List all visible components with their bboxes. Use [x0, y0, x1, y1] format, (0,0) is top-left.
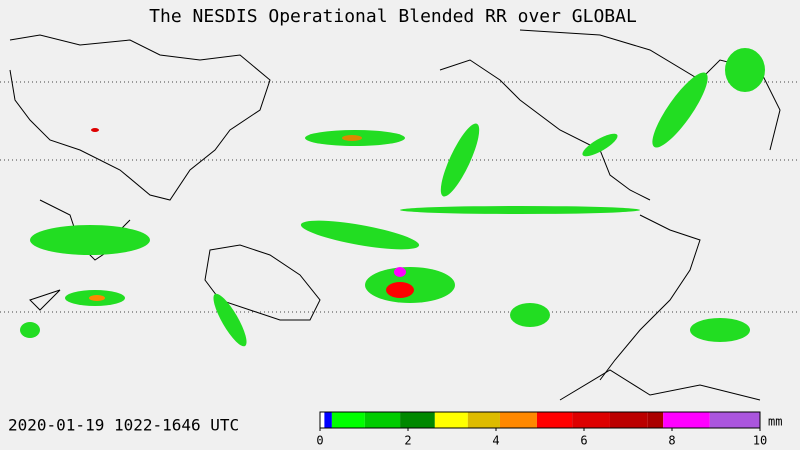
- colorbar-unit: mm: [768, 415, 782, 429]
- colorbar-bin: [400, 412, 435, 428]
- colorbar-bin: [320, 412, 325, 428]
- colorbar-tick-label: 10: [753, 434, 767, 448]
- colorbar-tick-label: 0: [316, 434, 323, 448]
- colorbar-bin: [324, 412, 332, 428]
- colorbar-bin: [536, 412, 573, 428]
- rain-areas: [20, 48, 765, 347]
- colorbar-bin: [499, 412, 537, 428]
- colorbar-bin: [609, 412, 648, 428]
- colorbar-tick-label: 2: [404, 434, 411, 448]
- colorbar-bin: [331, 412, 365, 428]
- colorbar-bin: [709, 412, 760, 428]
- colorbar-frame: [319, 411, 761, 429]
- colorbar-bin: [572, 412, 610, 428]
- colorbar-bin: [364, 412, 401, 428]
- colorbar-bin: [647, 412, 664, 428]
- colorbar-tick-label: 6: [580, 434, 587, 448]
- timestamp: 2020-01-19 1022-1646 UTC: [8, 416, 239, 435]
- coastlines: [9, 29, 781, 401]
- map: [0, 29, 800, 401]
- colorbar-bin: [467, 412, 500, 428]
- colorbar-tick-label: 8: [668, 434, 675, 448]
- title: The NESDIS Operational Blended RR over G…: [149, 6, 637, 27]
- colorbar-bin: [663, 412, 710, 428]
- colorbar-bin: [434, 412, 468, 428]
- colorbar-tick-label: 4: [492, 434, 499, 448]
